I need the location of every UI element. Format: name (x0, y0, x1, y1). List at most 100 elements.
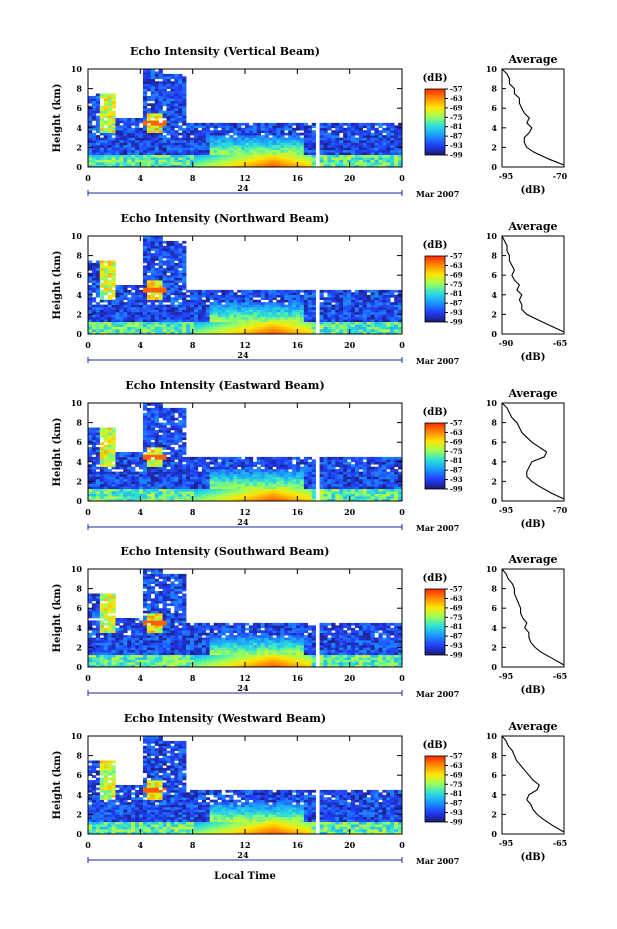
heatmap-cell (142, 277, 148, 281)
heatmap-cell (229, 309, 234, 313)
heatmap-cell (123, 459, 128, 463)
heatmap-cell (233, 142, 238, 146)
heatmap-cell (311, 496, 316, 499)
heatmap-cell (150, 442, 156, 445)
heatmap-cell (99, 488, 104, 492)
heatmap-cell (178, 493, 183, 497)
heatmap-cell (303, 147, 309, 151)
heatmap-cell (193, 154, 199, 158)
heatmap-cell (390, 149, 395, 153)
heatmap-cell (186, 157, 191, 160)
heatmap-cell (386, 324, 391, 327)
heatmap-cell (398, 324, 403, 327)
heatmap-cell (307, 329, 313, 332)
heatmap-cell (260, 164, 265, 168)
heatmap-cell (119, 498, 124, 502)
heatmap-cell (264, 149, 269, 153)
heatmap-cell (303, 307, 309, 310)
heatmap-cell (205, 142, 210, 146)
colorbar-tick-label: -69 (450, 270, 463, 279)
heatmap-cell (88, 297, 93, 300)
heatmap-cell (307, 147, 313, 151)
heatmap-cell (166, 331, 171, 335)
heatmap-cell (382, 289, 387, 293)
heatmap-cell (103, 496, 108, 499)
heatmap-cell (358, 125, 364, 129)
heatmap-cell (91, 476, 97, 480)
heatmap-cell (166, 299, 171, 303)
heatmap-cell (174, 265, 179, 269)
heatmap-cell (107, 294, 112, 298)
heatmap-cell (162, 270, 167, 274)
heatmap-cell (272, 294, 277, 298)
heatmap-cell (127, 476, 132, 480)
heatmap-cell (366, 326, 371, 330)
heatmap-cell (241, 297, 246, 300)
heatmap-cell (354, 481, 360, 485)
heatmap-cell (182, 164, 187, 168)
heatmap-cell (170, 132, 175, 136)
heatmap-cell (311, 157, 316, 160)
heatmap-cell (252, 154, 258, 158)
heatmap-cell (248, 130, 254, 133)
heatmap-cell (245, 466, 250, 470)
heatmap-cell (303, 456, 309, 460)
heatmap-cell (311, 144, 316, 148)
heatmap-cell (311, 324, 316, 327)
heatmap-cell (182, 115, 187, 119)
heatmap-cell (139, 314, 144, 318)
heatmap-cell (182, 154, 187, 158)
heatmap-cell (88, 432, 93, 436)
heatmap-cell (311, 476, 316, 480)
heatmap-cell (170, 304, 175, 308)
heatmap-cell (154, 444, 159, 448)
heatmap-cell (205, 152, 210, 156)
heatmap-cell (217, 491, 222, 494)
heatmap-cell (91, 434, 97, 438)
heatmap-cell (178, 100, 183, 104)
heatmap-cell (350, 331, 356, 335)
heatmap-cell (178, 471, 183, 475)
heatmap-cell (135, 319, 140, 323)
heatmap-cell (99, 292, 104, 296)
heatmap-cell (178, 93, 183, 97)
heatmap-cell (186, 130, 191, 133)
heatmap-cell (382, 149, 387, 153)
heatmap-cell (245, 289, 250, 293)
heatmap-cell (111, 267, 116, 271)
heatmap-cell (374, 135, 379, 138)
heatmap-cell (197, 324, 203, 327)
heatmap-cell (256, 476, 261, 480)
heatmap-cell (182, 255, 187, 259)
heatmap-cell (284, 324, 289, 327)
heatmap-cell (386, 125, 391, 129)
heatmap-cell (205, 478, 210, 482)
heatmap-cell (205, 326, 210, 330)
heatmap-cell (213, 464, 218, 467)
heatmap-cell (197, 491, 203, 494)
heatmap-cell (150, 127, 156, 131)
heatmap-cell (178, 105, 183, 109)
heatmap-cell (335, 311, 340, 315)
heatmap-cell (347, 314, 352, 318)
heatmap-cell (150, 449, 156, 453)
heatmap-cell (174, 314, 179, 318)
heatmap-cell (347, 461, 352, 465)
heatmap-cell (154, 407, 159, 411)
heatmap-cell (390, 159, 395, 163)
heatmap-cell (142, 255, 148, 259)
heatmap-cell (237, 464, 242, 467)
heatmap-cell (331, 122, 336, 126)
heatmap-cell (343, 316, 348, 320)
heatmap-cell (182, 292, 187, 296)
heatmap-cell (362, 299, 367, 303)
heatmap-cell (95, 137, 101, 141)
heatmap-cell (111, 311, 116, 315)
heatmap-cell (327, 488, 332, 492)
heatmap-cell (127, 483, 132, 487)
heatmap-cell (139, 159, 144, 163)
heatmap-cell (174, 93, 179, 97)
heatmap-cell (150, 429, 156, 433)
heatmap-cell (150, 498, 156, 502)
heatmap-cell (327, 326, 332, 330)
